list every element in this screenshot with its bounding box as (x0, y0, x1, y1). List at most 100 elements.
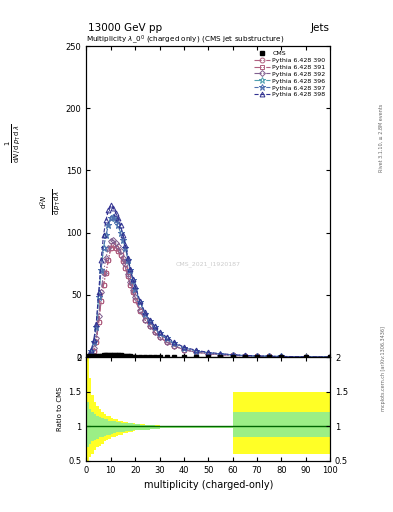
Pythia 6.428 396 (206, 350, 211, 356)
Pythia 6.428 392 (255, 353, 259, 359)
Pythia 6.428 392 (157, 334, 162, 340)
Pythia 6.428 392 (121, 254, 125, 261)
Pythia 6.428 391 (328, 354, 332, 360)
Pythia 6.428 391 (255, 353, 259, 359)
Pythia 6.428 396 (182, 345, 186, 351)
Pythia 6.428 392 (128, 280, 133, 286)
Pythia 6.428 391 (101, 282, 106, 288)
Line: Pythia 6.428 396: Pythia 6.428 396 (85, 213, 334, 360)
Pythia 6.428 391 (113, 245, 118, 251)
Pythia 6.428 390 (133, 297, 138, 303)
Pythia 6.428 398 (101, 232, 106, 238)
Pythia 6.428 392 (89, 350, 94, 356)
Pythia 6.428 397 (147, 318, 152, 324)
Pythia 6.428 391 (147, 323, 152, 329)
Pythia 6.428 396 (101, 245, 106, 251)
Pythia 6.428 398 (108, 202, 113, 208)
Pythia 6.428 396 (255, 353, 259, 359)
Pythia 6.428 391 (86, 353, 91, 359)
Pythia 6.428 392 (267, 353, 272, 359)
Pythia 6.428 396 (165, 335, 169, 342)
Pythia 6.428 397 (113, 217, 118, 223)
Pythia 6.428 392 (101, 269, 106, 275)
Pythia 6.428 392 (118, 248, 123, 254)
Pythia 6.428 390 (92, 348, 96, 354)
Pythia 6.428 398 (172, 339, 176, 345)
Pythia 6.428 396 (133, 286, 138, 292)
Pythia 6.428 398 (279, 353, 284, 359)
Pythia 6.428 397 (104, 232, 108, 238)
Pythia 6.428 397 (218, 351, 223, 357)
Pythia 6.428 391 (267, 353, 272, 359)
Pythia 6.428 390 (108, 245, 113, 251)
Pythia 6.428 396 (111, 214, 116, 220)
Text: $\frac{1}{\mathrm{d}N\,/\,\mathrm{d}\,p_\mathrm{T}\,\mathrm{d}\,\lambda}$: $\frac{1}{\mathrm{d}N\,/\,\mathrm{d}\,p_… (4, 123, 24, 163)
Pythia 6.428 391 (104, 269, 108, 275)
Pythia 6.428 396 (328, 354, 332, 360)
Pythia 6.428 390 (86, 353, 91, 359)
Pythia 6.428 396 (128, 267, 133, 273)
Pythia 6.428 397 (123, 245, 128, 251)
Pythia 6.428 390 (328, 354, 332, 360)
Pythia 6.428 392 (143, 317, 147, 323)
Pythia 6.428 397 (165, 335, 169, 342)
Pythia 6.428 396 (106, 222, 111, 228)
Pythia 6.428 397 (328, 354, 332, 360)
Pythia 6.428 396 (152, 324, 157, 330)
Pythia 6.428 397 (206, 350, 211, 356)
Line: Pythia 6.428 398: Pythia 6.428 398 (86, 203, 332, 359)
Pythia 6.428 397 (111, 214, 116, 220)
Pythia 6.428 391 (123, 265, 128, 271)
Pythia 6.428 392 (104, 254, 108, 261)
Pythia 6.428 396 (303, 354, 308, 360)
Pythia 6.428 390 (242, 353, 247, 359)
Pythia 6.428 392 (147, 323, 152, 329)
Line: Pythia 6.428 390: Pythia 6.428 390 (86, 243, 332, 359)
Pythia 6.428 390 (152, 329, 157, 335)
Pythia 6.428 390 (194, 349, 198, 355)
Pythia 6.428 398 (165, 334, 169, 340)
Pythia 6.428 398 (111, 205, 116, 211)
Pythia 6.428 396 (279, 353, 284, 359)
Pythia 6.428 396 (143, 310, 147, 316)
Pythia 6.428 398 (104, 217, 108, 223)
Pythia 6.428 390 (121, 258, 125, 264)
Pythia 6.428 398 (230, 352, 235, 358)
Pythia 6.428 398 (123, 242, 128, 248)
Pythia 6.428 397 (92, 339, 96, 345)
Pythia 6.428 391 (116, 248, 121, 254)
Pythia 6.428 397 (94, 324, 99, 330)
Pythia 6.428 396 (157, 330, 162, 336)
Pythia 6.428 398 (267, 353, 272, 359)
Pythia 6.428 396 (121, 237, 125, 243)
Pythia 6.428 398 (143, 309, 147, 315)
Pythia 6.428 396 (242, 353, 247, 359)
Pythia 6.428 397 (279, 353, 284, 359)
Pythia 6.428 396 (194, 348, 198, 354)
Text: Rivet 3.1.10, ≥ 2.8M events: Rivet 3.1.10, ≥ 2.8M events (379, 104, 384, 173)
Pythia 6.428 397 (86, 352, 91, 358)
Pythia 6.428 396 (113, 217, 118, 223)
Pythia 6.428 397 (96, 294, 101, 301)
Pythia 6.428 397 (255, 353, 259, 359)
Pythia 6.428 390 (89, 352, 94, 358)
Pythia 6.428 392 (133, 294, 138, 301)
Pythia 6.428 391 (172, 343, 176, 349)
Pythia 6.428 391 (121, 258, 125, 264)
Pythia 6.428 390 (255, 353, 259, 359)
Pythia 6.428 392 (111, 237, 116, 243)
Pythia 6.428 391 (108, 245, 113, 251)
Legend: CMS, Pythia 6.428 390, Pythia 6.428 391, Pythia 6.428 392, Pythia 6.428 396, Pyt: CMS, Pythia 6.428 390, Pythia 6.428 391,… (253, 49, 327, 99)
Pythia 6.428 398 (99, 257, 103, 263)
Pythia 6.428 390 (147, 323, 152, 329)
Pythia 6.428 398 (89, 347, 94, 353)
Pythia 6.428 391 (143, 317, 147, 323)
Pythia 6.428 397 (182, 345, 186, 351)
Pythia 6.428 391 (111, 242, 116, 248)
Pythia 6.428 390 (172, 343, 176, 349)
Pythia 6.428 390 (303, 354, 308, 360)
Pythia 6.428 396 (96, 294, 101, 301)
Pythia 6.428 390 (182, 347, 186, 353)
Pythia 6.428 391 (96, 319, 101, 325)
Pythia 6.428 392 (123, 261, 128, 267)
